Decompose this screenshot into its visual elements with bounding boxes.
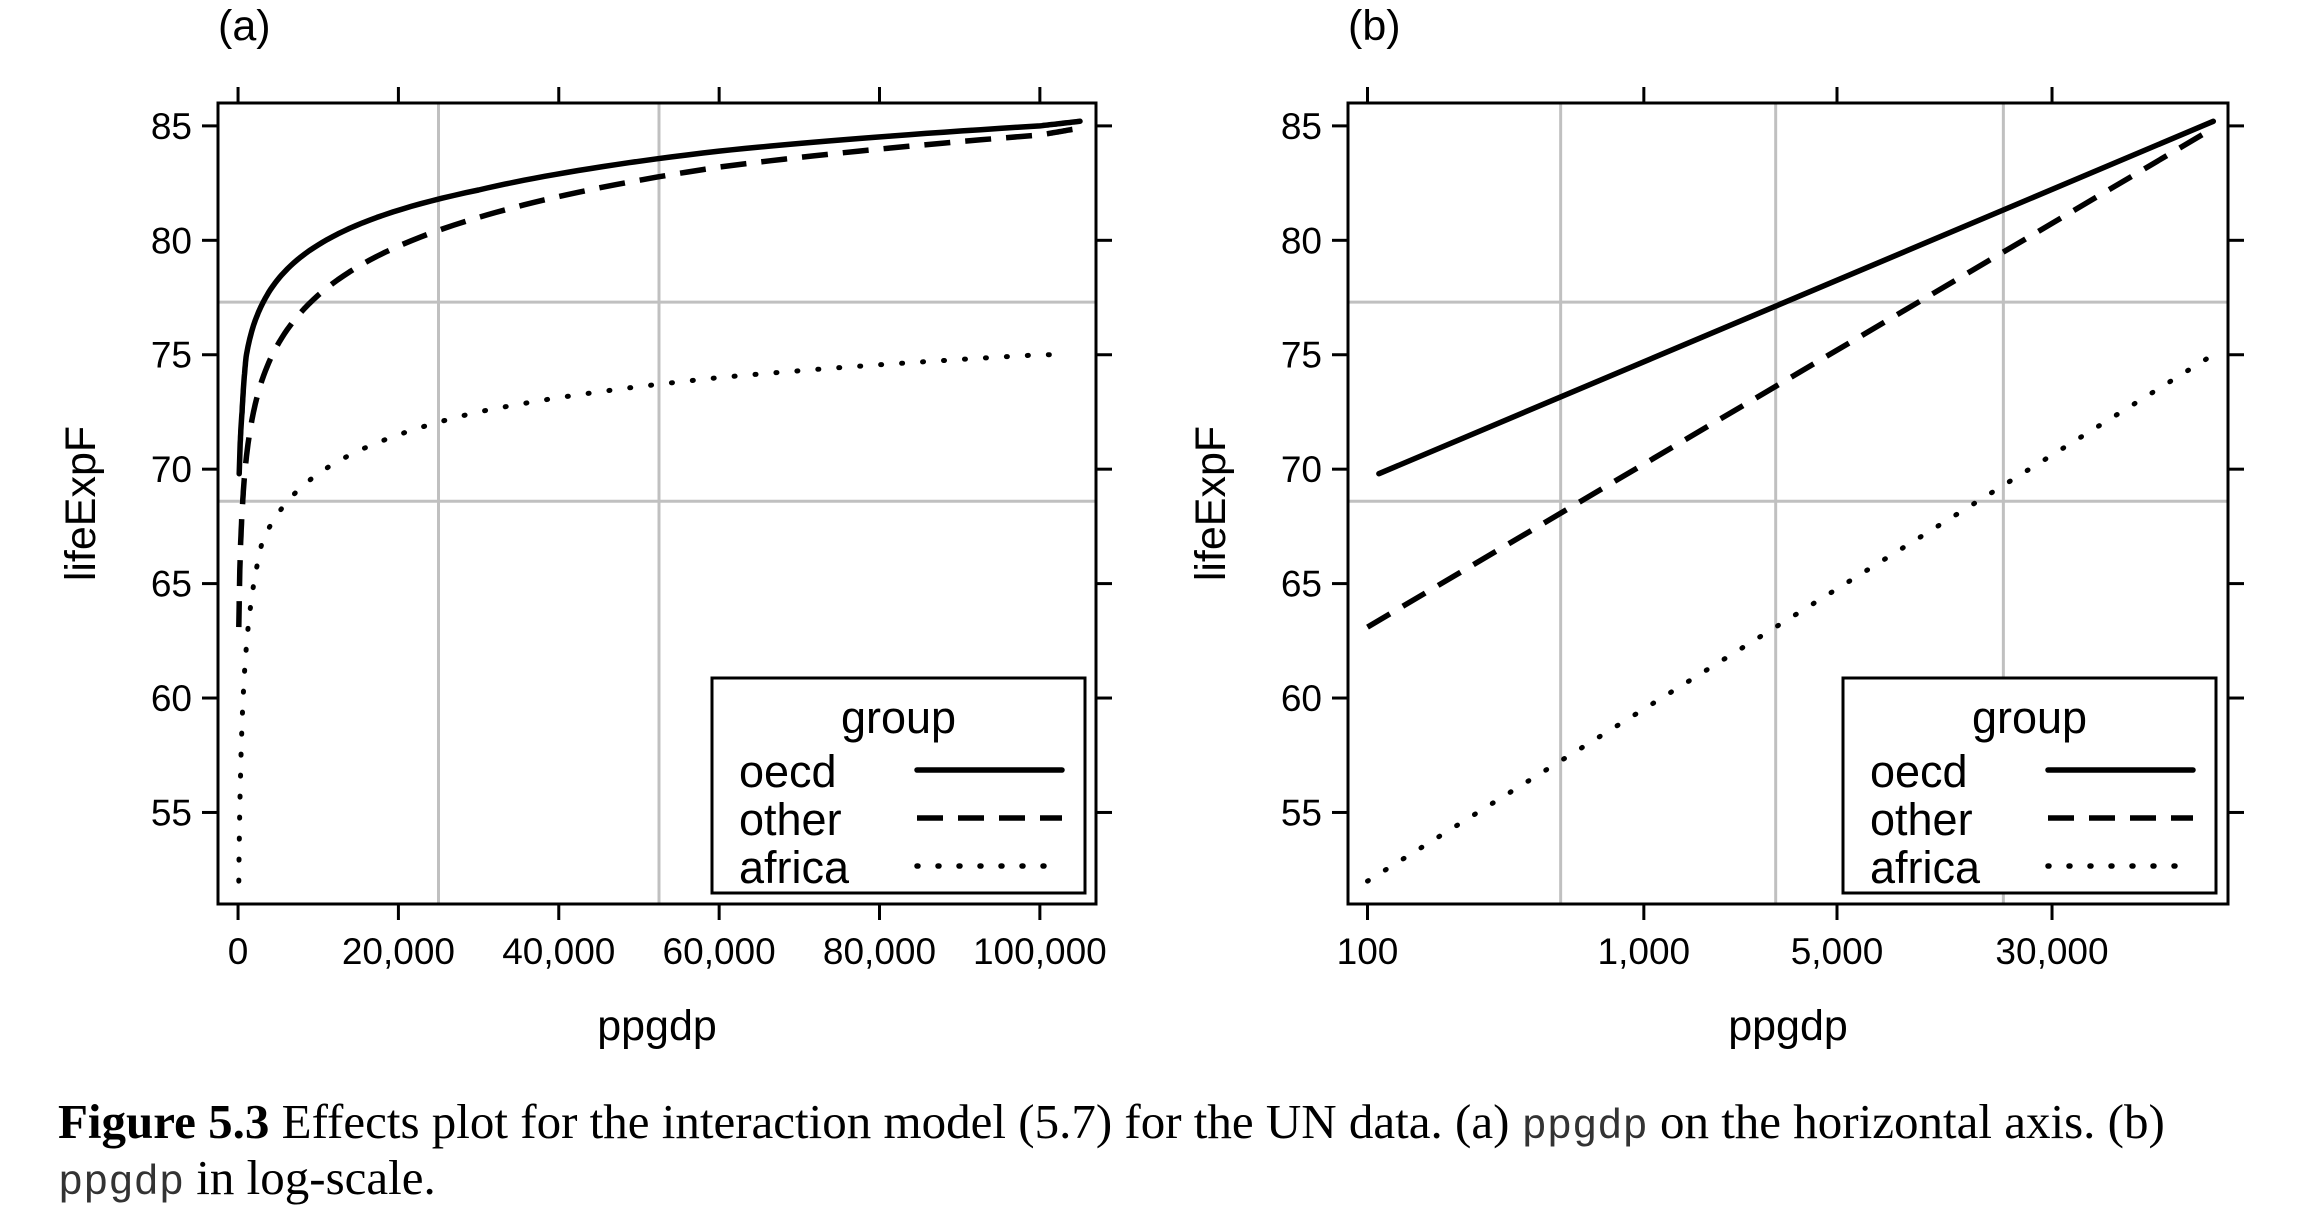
- x-tick-label: 1,000: [1598, 931, 1691, 972]
- legend-entry-label: other: [739, 794, 842, 845]
- figure: 0 20,000 40,000 60,000 80,000 100,000 55 60 65 70…: [57, 2, 2244, 1050]
- y-tick-label: 65: [1281, 564, 1322, 605]
- caption-text: on the horizontal axis. (b): [1647, 1094, 2165, 1149]
- y-tick-label: 75: [1281, 335, 1322, 376]
- panel-label: (b): [1348, 2, 1401, 50]
- series-line-africa: [236, 352, 1067, 884]
- series-line-oecd: [1376, 118, 2217, 477]
- legend-entry-label: africa: [1870, 842, 1981, 893]
- y-axis-label: lifeExpF: [1187, 426, 1235, 581]
- panel-b: [1332, 87, 2244, 920]
- caption-text: Effects plot for the interaction model (…: [269, 1094, 1522, 1149]
- y-tick-label: 60: [1281, 678, 1322, 719]
- caption-body: Effects plot for the interaction model (…: [58, 1094, 2165, 1208]
- x-tick-label: 60,000: [663, 931, 776, 972]
- y-axis-label: lifeExpF: [57, 426, 105, 581]
- caption-code-text: ppgdp: [1521, 1103, 1648, 1151]
- legend-box: [1841, 676, 2218, 895]
- x-tick-label: 20,000: [342, 931, 455, 972]
- series-line-africa: [1365, 352, 2216, 884]
- legend-entry-label: other: [1870, 794, 1973, 845]
- y-tick-label: 55: [151, 792, 192, 833]
- y-tick-label: 70: [151, 449, 192, 490]
- legend-entry-label: oecd: [739, 746, 837, 797]
- x-axis-label: ppgdp: [597, 1002, 717, 1050]
- x-axis-label: ppgdp: [1728, 1002, 1848, 1050]
- y-tick-label: 75: [151, 335, 192, 376]
- y-tick-label: 55: [1281, 792, 1322, 833]
- figure-caption: Figure 5.3 Effects plot for the interact…: [58, 1094, 2268, 1208]
- y-tick-label: 85: [151, 106, 192, 147]
- x-tick-label: 5,000: [1791, 931, 1884, 972]
- series-line-oecd: [236, 118, 1083, 477]
- x-tick-label: 80,000: [823, 931, 936, 972]
- legend-title: group: [1972, 692, 2087, 743]
- caption-figure-number: Figure 5.3: [58, 1094, 270, 1149]
- panel-a: [202, 87, 1112, 920]
- legend-box: [710, 676, 1087, 895]
- x-tick-label: 40,000: [502, 931, 615, 972]
- legend-title: group: [841, 692, 956, 743]
- y-tick-label: 80: [1281, 220, 1322, 261]
- y-tick-label: 65: [151, 564, 192, 605]
- plot-frame: [1346, 101, 2230, 906]
- x-tick-label: 100,000: [973, 931, 1107, 972]
- series-line-other: [1366, 125, 2215, 630]
- y-tick-label: 80: [151, 220, 192, 261]
- legend-entry-label: oecd: [1870, 746, 1968, 797]
- panel-label: (a): [218, 2, 271, 50]
- x-tick-label: 30,000: [1995, 931, 2108, 972]
- y-tick-label: 70: [1281, 449, 1322, 490]
- y-tick-label: 85: [1281, 106, 1322, 147]
- y-tick-label: 60: [151, 678, 192, 719]
- x-tick-label: 100: [1337, 931, 1399, 972]
- legend-entry-label: africa: [739, 842, 850, 893]
- x-tick-label: 0: [228, 931, 249, 972]
- series-line-other: [236, 125, 1081, 628]
- caption-code-text: ppgdp: [58, 1159, 185, 1208]
- caption-text: in log-scale.: [184, 1150, 436, 1206]
- plot-frame: [216, 101, 1098, 906]
